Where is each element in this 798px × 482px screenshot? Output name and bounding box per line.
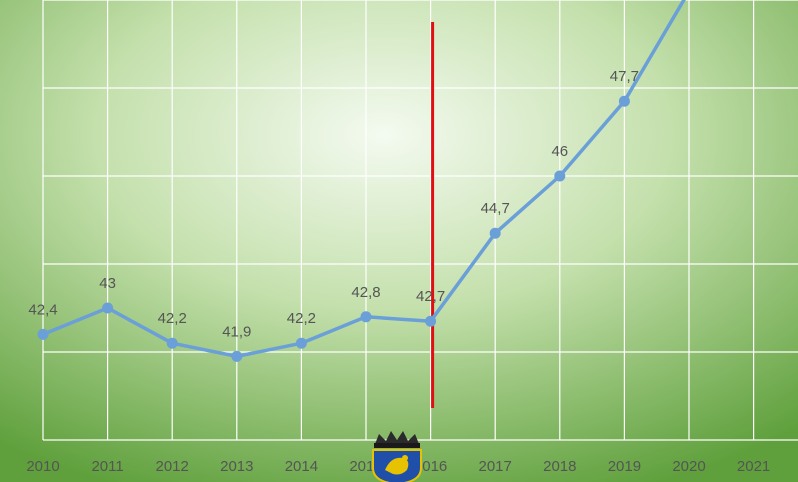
x-tick-label: 2010 [26, 458, 59, 475]
data-label: 41,9 [222, 323, 251, 340]
data-labels: 42,4 43 42,2 41,9 42,2 42,8 42,7 44,7 46 47,7 [28, 68, 639, 340]
x-axis-ticks: 2010 2011 2012 2013 2014 2015 2016 2017 2018 2019… [26, 458, 770, 475]
data-label: 44,7 [481, 200, 510, 217]
data-point [166, 337, 178, 349]
x-tick-label: 2019 [608, 458, 641, 475]
data-point [360, 311, 372, 323]
x-tick-label: 2011 [91, 458, 123, 475]
grid [42, 0, 798, 441]
data-point [489, 227, 501, 239]
data-label: 42,2 [287, 310, 316, 327]
data-label: 42,2 [158, 310, 187, 327]
x-tick-label: 2020 [672, 458, 705, 475]
x-tick-label: 2021 [737, 458, 770, 475]
data-label: 42,7 [416, 288, 445, 305]
data-label: 46 [551, 143, 568, 160]
data-point [618, 95, 630, 107]
data-label: 43 [99, 275, 116, 292]
x-tick-label: 2016 [414, 458, 447, 475]
x-tick-label: 2012 [156, 458, 189, 475]
data-point [554, 170, 566, 182]
data-point [37, 328, 49, 340]
x-tick-label: 2013 [220, 458, 253, 475]
data-label: 47,7 [610, 68, 639, 85]
data-label: 42,8 [351, 284, 380, 301]
x-tick-label: 2014 [285, 458, 318, 475]
data-point [295, 337, 307, 349]
x-tick-label: 2017 [479, 458, 512, 475]
data-label: 42,4 [28, 301, 57, 318]
data-point [231, 350, 243, 362]
x-tick-label: 2018 [543, 458, 576, 475]
data-point [425, 315, 437, 327]
data-point [102, 302, 114, 314]
coat-of-arms-icon [372, 431, 422, 482]
series-layer [37, 0, 686, 362]
